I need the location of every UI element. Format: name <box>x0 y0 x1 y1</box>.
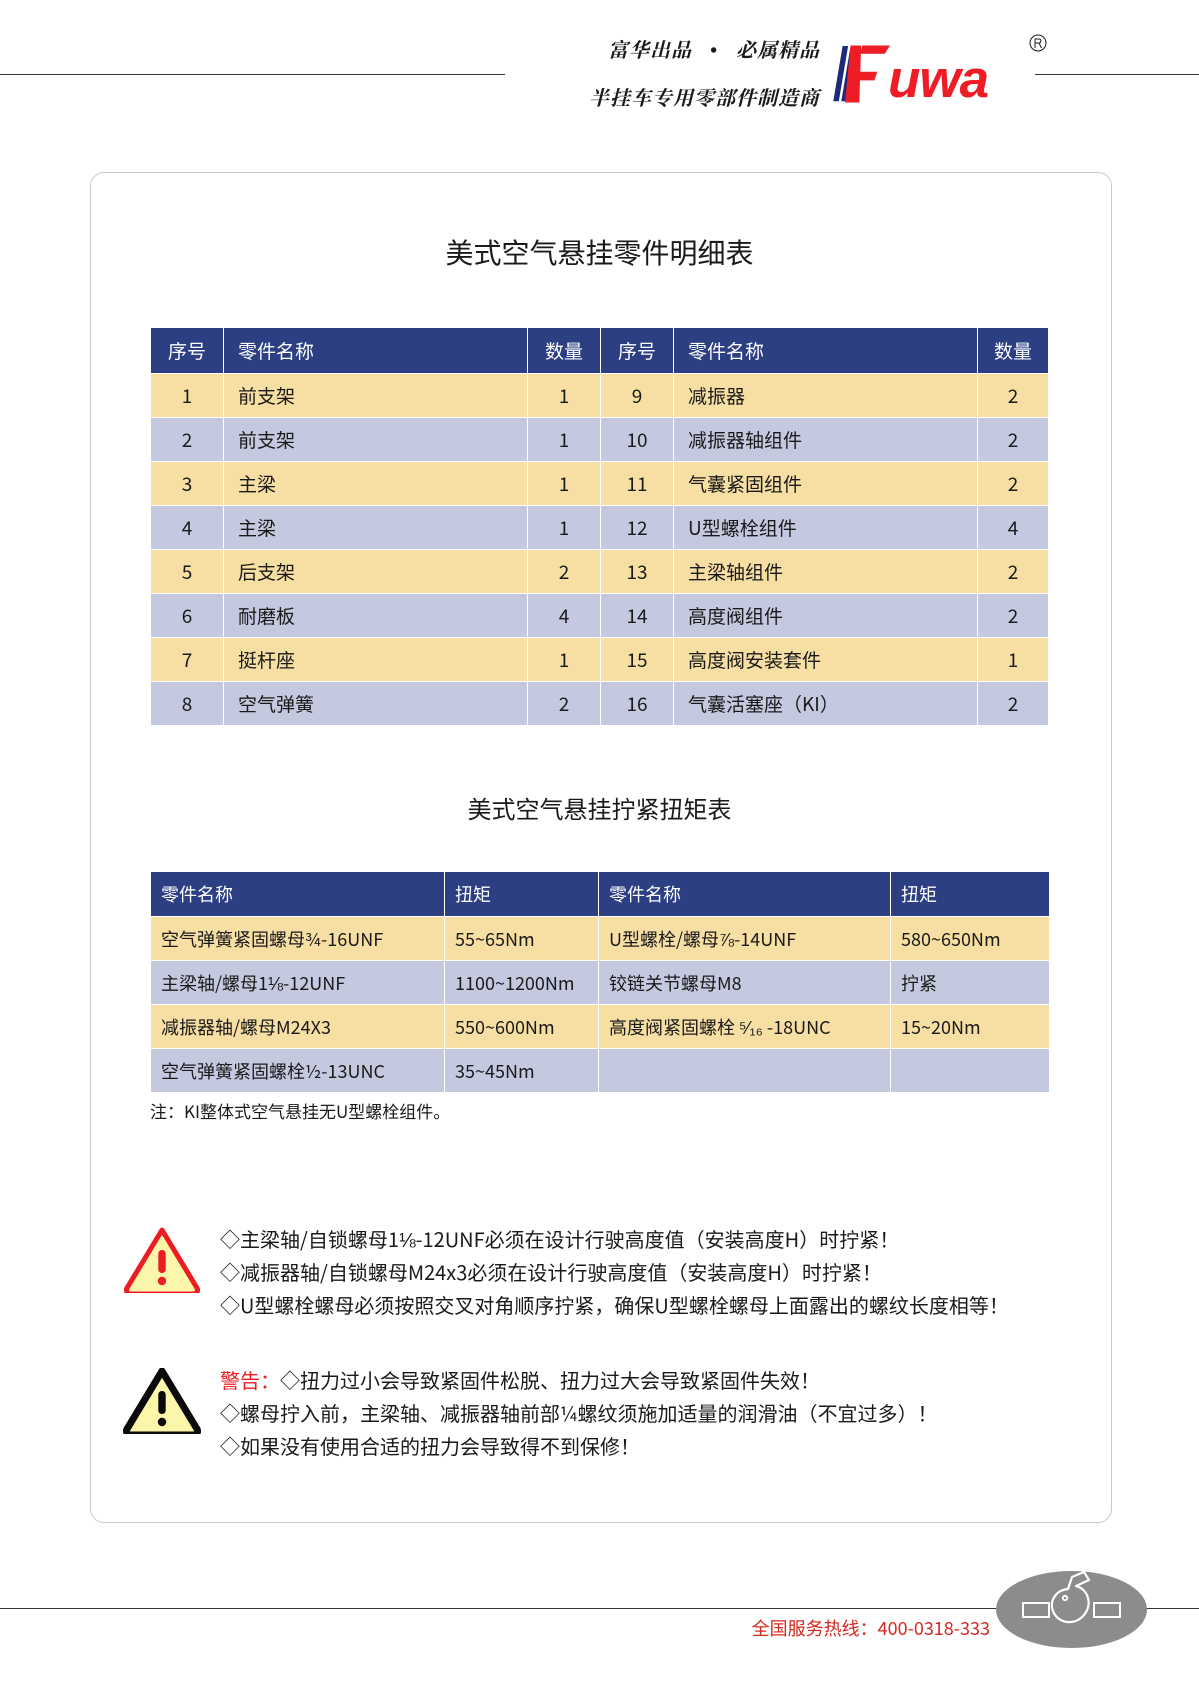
svg-text:uwa: uwa <box>888 50 988 109</box>
